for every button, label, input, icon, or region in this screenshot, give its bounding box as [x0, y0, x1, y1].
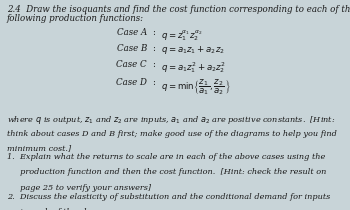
Text: Case B: Case B: [117, 44, 147, 53]
Text: :: :: [152, 44, 155, 53]
Text: $q = a_1 z_1 + a_2 z_2$: $q = a_1 z_1 + a_2 z_2$: [161, 44, 225, 56]
Text: page 25 to verify your answers]: page 25 to verify your answers]: [7, 184, 151, 192]
Text: :: :: [152, 78, 155, 87]
Text: 2.  Discuss the elasticity of substitution and the conditional demand for inputs: 2. Discuss the elasticity of substitutio…: [7, 193, 330, 201]
Text: production function and then the cost function.  [Hint: check the result on: production function and then the cost fu…: [7, 168, 326, 176]
Text: 2.4  Draw the isoquants and find the cost function corresponding to each of the: 2.4 Draw the isoquants and find the cost…: [7, 5, 350, 14]
Text: $q = \min\left\{\dfrac{z_1}{a_1},\dfrac{z_2}{a_2}\right\}$: $q = \min\left\{\dfrac{z_1}{a_1},\dfrac{…: [161, 78, 231, 97]
Text: in each of the above cases.: in each of the above cases.: [7, 208, 131, 210]
Text: following production functions:: following production functions:: [7, 14, 144, 23]
Text: Case D: Case D: [116, 78, 147, 87]
Text: Case A: Case A: [117, 28, 147, 37]
Text: Case C: Case C: [116, 60, 147, 69]
Text: minimum cost.]: minimum cost.]: [7, 145, 71, 153]
Text: $q = a_1 z_1^2 + a_2 z_2^2$: $q = a_1 z_1^2 + a_2 z_2^2$: [161, 60, 226, 75]
Text: where $q$ is output, $z_1$ and $z_2$ are inputs, $a_1$ and $a_2$ are positive co: where $q$ is output, $z_1$ and $z_2$ are…: [7, 114, 335, 126]
Text: :: :: [152, 28, 155, 37]
Text: think about cases D and B first; make good use of the diagrams to help you find: think about cases D and B first; make go…: [7, 130, 337, 138]
Text: :: :: [152, 60, 155, 69]
Text: $q = z_1^{\alpha_1} z_2^{\alpha_2}$: $q = z_1^{\alpha_1} z_2^{\alpha_2}$: [161, 28, 202, 43]
Text: 1.  Explain what the returns to scale are in each of the above cases using the: 1. Explain what the returns to scale are…: [7, 153, 325, 161]
